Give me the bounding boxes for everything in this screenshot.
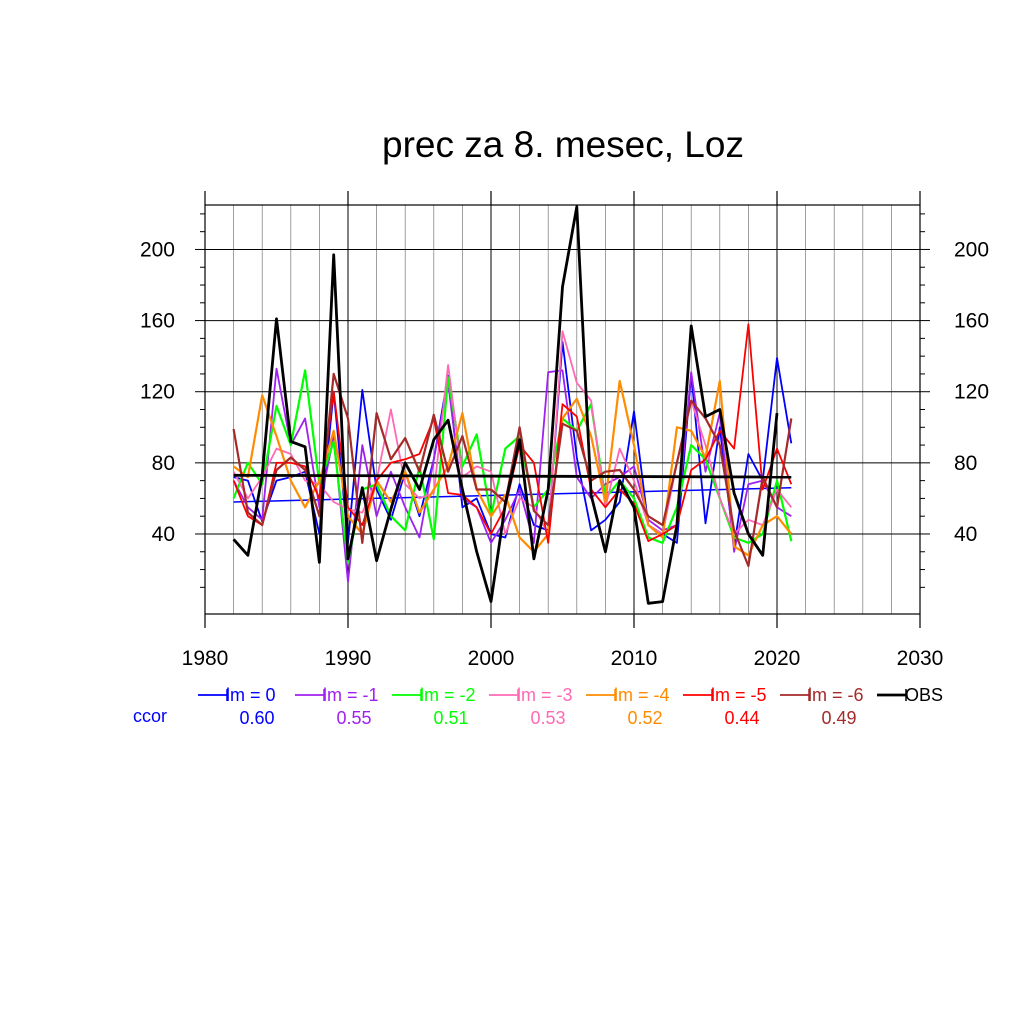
grid bbox=[205, 205, 920, 614]
y-tick-label-right: 160 bbox=[954, 310, 989, 333]
y-tick-label-right: 40 bbox=[954, 523, 977, 546]
trend-line-7 bbox=[233, 473, 792, 479]
ccor-value-4: 0.52 bbox=[627, 708, 662, 728]
y-tick-label-left: 80 bbox=[152, 452, 175, 475]
chart-title: prec za 8. mesec, Loz bbox=[382, 124, 744, 165]
y-tick-label-left: 160 bbox=[140, 310, 175, 333]
y-tick-label-left: 40 bbox=[152, 523, 175, 546]
y-tick-label-right: 200 bbox=[954, 238, 989, 261]
legend-label-7: OBS bbox=[905, 685, 943, 705]
legend-label-3: lm = -3 bbox=[517, 685, 573, 705]
y-tick-label-left: 120 bbox=[140, 381, 175, 404]
ccor-label: ccor bbox=[133, 706, 167, 726]
series-line-6 bbox=[232, 372, 793, 568]
ccor-value-1: 0.55 bbox=[336, 708, 371, 728]
ccor-value-6: 0.49 bbox=[821, 708, 856, 728]
trend-line-0 bbox=[233, 486, 792, 503]
series-line-7 bbox=[232, 205, 779, 605]
x-tick-label: 2020 bbox=[754, 647, 801, 670]
x-tick-label: 1980 bbox=[182, 647, 229, 670]
x-tick-label: 2000 bbox=[468, 647, 515, 670]
y-tick-label-right: 80 bbox=[954, 452, 977, 475]
legend-label-1: lm = -1 bbox=[323, 685, 379, 705]
legend-label-2: lm = -2 bbox=[420, 685, 476, 705]
ccor-value-2: 0.51 bbox=[433, 708, 468, 728]
y-tick-label-left: 200 bbox=[140, 238, 175, 261]
series-line-2 bbox=[232, 369, 793, 564]
x-tick-label: 2010 bbox=[611, 647, 658, 670]
legend-label-5: lm = -5 bbox=[711, 685, 767, 705]
ccor-value-0: 0.60 bbox=[239, 708, 274, 728]
legend-label-6: lm = -6 bbox=[808, 685, 864, 705]
ccor-value-5: 0.44 bbox=[724, 708, 759, 728]
legend-label-4: lm = -4 bbox=[614, 685, 670, 705]
series-lines bbox=[232, 205, 793, 605]
legend: lm = 0 0.60 lm = -1 0.55 lm = -2 0.51 lm = -3 0… bbox=[133, 685, 943, 728]
x-tick-label: 1990 bbox=[325, 647, 372, 670]
ccor-value-3: 0.53 bbox=[530, 708, 565, 728]
x-tick-label: 2030 bbox=[897, 647, 944, 670]
axes: 40 40 80 80 120 120 160 160 200 200 1980 1990 2000 20… bbox=[140, 191, 989, 670]
y-tick-label-right: 120 bbox=[954, 381, 989, 404]
legend-label-0: lm = 0 bbox=[226, 685, 276, 705]
